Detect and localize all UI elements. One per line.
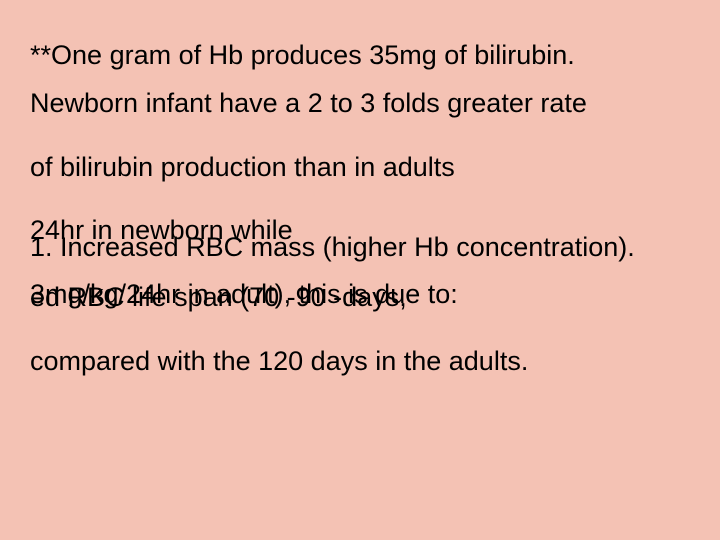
text-p2-l2: of bilirubin production than in adults <box>30 152 455 182</box>
text-p2-l1: Newborn infant have a 2 to 3 folds great… <box>30 88 587 118</box>
text-p4-l2: compared with the 120 days in the adults… <box>30 346 528 376</box>
paragraph-rbc-lifespan: ed RBC life span (70 -90 -days, compared… <box>0 250 528 409</box>
slide: **One gram of Hb produces 35mg of biliru… <box>0 0 720 540</box>
text-p4-l1: ed RBC life span (70 -90 -days, <box>30 282 407 312</box>
